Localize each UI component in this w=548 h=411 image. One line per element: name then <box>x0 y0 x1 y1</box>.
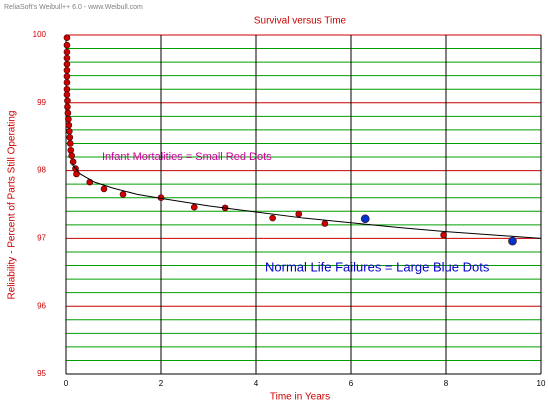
data-point <box>63 85 71 93</box>
y-tick-label: 98 <box>37 166 46 175</box>
x-axis-label: Time in Years <box>270 392 330 403</box>
data-point <box>440 231 447 239</box>
data-point <box>64 109 72 117</box>
data-point <box>63 79 71 86</box>
x-tick-label: 10 <box>537 379 546 388</box>
data-point <box>63 73 71 80</box>
x-tick-label: 4 <box>254 379 259 388</box>
data-point <box>360 214 370 224</box>
data-point <box>65 115 72 123</box>
data-point <box>321 220 329 227</box>
x-tick-label: 2 <box>159 379 164 388</box>
y-tick-label: 96 <box>37 301 46 310</box>
data-point <box>63 60 71 68</box>
fit-curve <box>71 163 542 239</box>
data-point <box>63 54 71 62</box>
data-point <box>73 170 80 178</box>
plot-area: 95 96 97 98 99 100 0 2 4 6 8 10 <box>33 30 546 388</box>
data-point <box>63 91 71 98</box>
annotation: Normal Life Failures = Large Blue Dots <box>265 259 490 274</box>
data-point <box>67 146 75 154</box>
data-point <box>64 97 71 105</box>
x-tick-label: 0 <box>64 379 69 388</box>
data-point <box>508 236 517 246</box>
y-tick-label: 97 <box>37 234 46 243</box>
data-point <box>63 66 71 74</box>
data-point <box>295 210 303 218</box>
y-axis-label: Reliability - Percent of Parts Still Ope… <box>7 111 18 300</box>
annotation: Infant Mortalities = Small Red Dots <box>102 151 272 163</box>
y-tick-label: 99 <box>37 98 46 107</box>
data-point <box>269 214 276 222</box>
data-point <box>63 41 71 49</box>
data-point <box>68 152 75 159</box>
data-point <box>86 178 94 186</box>
y-tick-label: 100 <box>33 30 47 39</box>
y-tick-label: 95 <box>37 369 46 378</box>
data-point <box>69 158 77 166</box>
data-point <box>63 34 71 42</box>
data-point <box>66 134 74 141</box>
data-point <box>190 203 198 211</box>
data-point <box>65 121 73 129</box>
watermark: ReliaSoft's Weibull++ 6.0 - www.Weibull.… <box>4 4 143 11</box>
data-point <box>66 140 74 147</box>
chart-title: Survival versus Time <box>254 16 347 27</box>
data-point <box>63 48 71 56</box>
data-point <box>100 185 108 193</box>
data-point <box>64 103 71 111</box>
data-point <box>66 127 73 135</box>
data-point <box>119 191 127 198</box>
x-tick-label: 8 <box>444 379 449 388</box>
x-tick-label: 6 <box>349 379 354 388</box>
